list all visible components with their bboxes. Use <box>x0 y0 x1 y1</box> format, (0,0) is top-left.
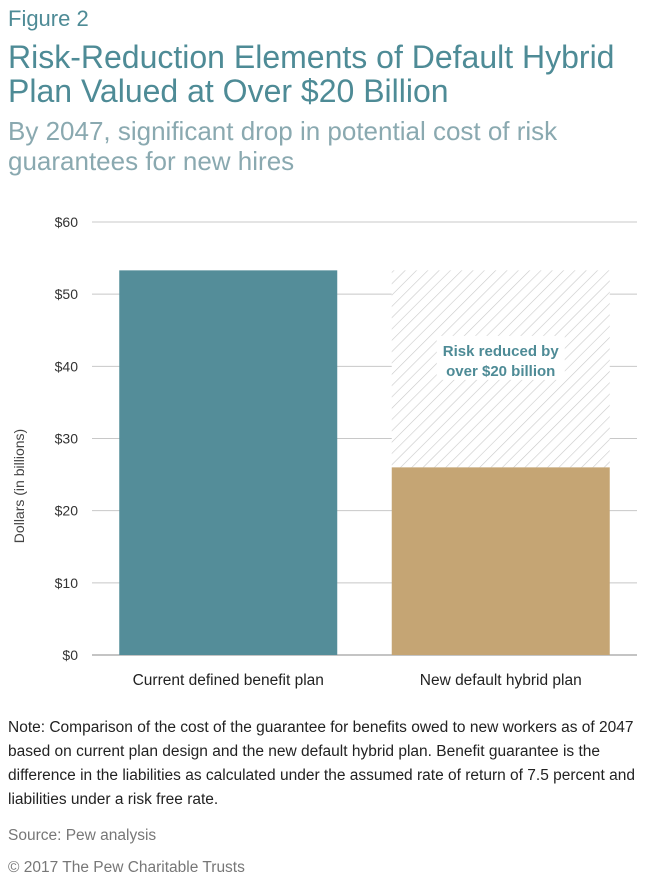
bar-chart: $0 $10 $20 $30 $40 $50 $60 Dollars (in billion… <box>11 214 637 689</box>
y-tick-label: $40 <box>55 358 79 374</box>
risk-annotation: Risk reduced by over $20 billion <box>436 335 565 380</box>
copyright: © 2017 The Pew Charitable Trusts <box>8 859 245 876</box>
x-category-label: Current defined benefit plan <box>133 672 324 689</box>
x-axis-labels: Current defined benefit plan New default … <box>133 672 582 689</box>
y-tick-label: $50 <box>55 286 79 302</box>
chart-source: Source: Pew analysis <box>8 827 157 844</box>
bar <box>391 467 610 655</box>
x-category-label: New default hybrid plan <box>420 672 582 689</box>
chart-subtitle: By 2047, significant drop in potential c… <box>8 116 558 176</box>
figure-label: Figure 2 <box>8 6 89 31</box>
chart-title: Risk-Reduction Elements of Default Hybri… <box>8 39 615 109</box>
chart-note: Note: Comparison of the cost of the guar… <box>8 719 635 808</box>
annotation-line: over $20 billion <box>446 363 555 380</box>
y-tick-label: $20 <box>55 503 79 519</box>
annotation-background <box>436 335 565 380</box>
y-axis-label: Dollars (in billions) <box>11 429 27 543</box>
y-axis-ticks: $0 $10 $20 $30 $40 $50 $60 <box>55 214 79 663</box>
y-tick-label: $60 <box>55 214 79 230</box>
bars <box>119 270 610 655</box>
annotation-line: Risk reduced by <box>443 343 560 360</box>
bar <box>119 270 338 655</box>
y-tick-label: $0 <box>62 647 78 663</box>
y-tick-label: $10 <box>55 575 79 591</box>
y-tick-label: $30 <box>55 431 79 447</box>
